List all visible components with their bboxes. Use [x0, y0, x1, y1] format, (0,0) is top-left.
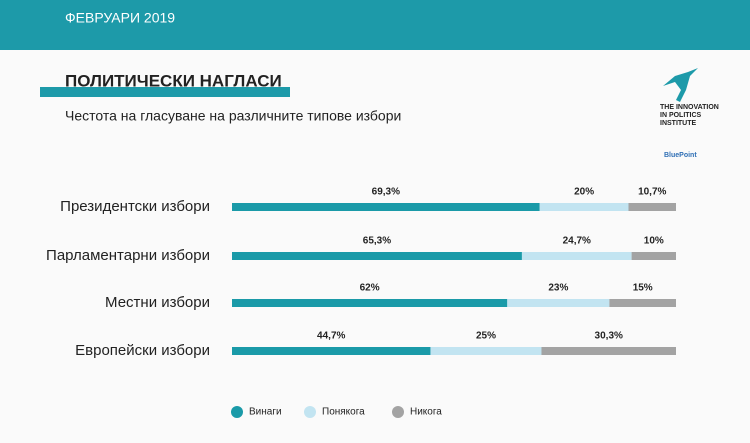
value-label: 30,3%: [595, 331, 623, 342]
title-underline: [40, 87, 290, 97]
bar-segment: [539, 203, 629, 211]
value-label: 69,3%: [372, 187, 400, 198]
value-label: 44,7%: [317, 331, 345, 342]
bar-segment: [430, 347, 542, 355]
bar-segment: [232, 203, 540, 211]
category-label: Местни избори: [105, 294, 210, 311]
chart-subtitle: Честота на гласуване на различните типов…: [65, 108, 401, 124]
legend-label: Никога: [410, 407, 442, 418]
value-label: 10%: [644, 236, 664, 247]
bar-segment: [541, 347, 676, 355]
value-label: 15%: [633, 283, 653, 294]
bar-segment: [232, 347, 431, 355]
bar-segment: [631, 252, 676, 260]
legend-swatch: [392, 406, 404, 418]
legend-swatch: [304, 406, 316, 418]
bar-segment: [521, 252, 632, 260]
bar-segment: [507, 299, 610, 307]
header-date: ФЕВРУАРИ 2019: [65, 10, 175, 26]
bar-segment: [232, 252, 522, 260]
bar-segment: [232, 299, 508, 307]
category-label: Европейски избори: [75, 342, 210, 359]
value-label: 24,7%: [563, 236, 591, 247]
chart-title: ПОЛИТИЧЕСКИ НАГЛАСИ: [65, 71, 282, 90]
header-band: [0, 0, 750, 50]
value-label: 65,3%: [363, 236, 391, 247]
bar-segment: [628, 203, 676, 211]
value-label: 62%: [360, 283, 380, 294]
bar-segment: [609, 299, 676, 307]
logo: THE INNOVATION IN POLITICS INSTITUTE Blu…: [660, 68, 719, 159]
logo-text-box: THE INNOVATION IN POLITICS INSTITUTE: [660, 104, 719, 127]
legend-swatch: [231, 406, 243, 418]
value-label: 20%: [574, 187, 594, 198]
legend-label: Винаги: [249, 407, 282, 418]
category-label: Парламентарни избори: [46, 247, 210, 264]
value-label: 10,7%: [638, 187, 666, 198]
category-label: Президентски избори: [60, 198, 210, 215]
legend-label: Понякога: [322, 407, 365, 418]
logo-figure: [663, 68, 698, 102]
value-label: 25%: [476, 331, 496, 342]
logo-partner: BluePoint: [664, 152, 697, 159]
logo-name: THE INNOVATION IN POLITICS INSTITUTE: [660, 104, 719, 127]
value-label: 23%: [548, 283, 568, 294]
